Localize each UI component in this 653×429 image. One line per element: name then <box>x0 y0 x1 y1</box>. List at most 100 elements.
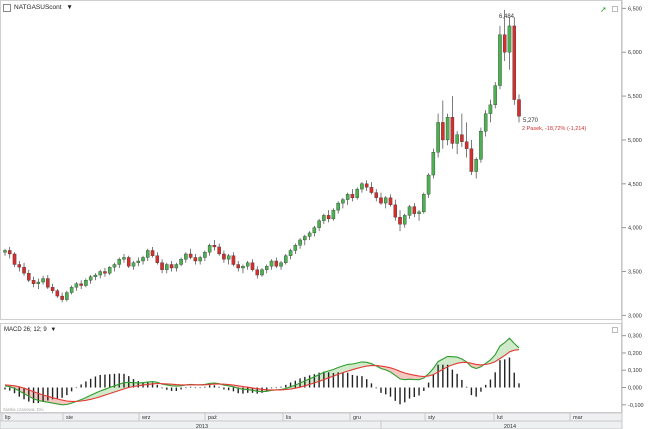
histogram-bar <box>99 374 101 388</box>
month-label: wrz <box>141 415 151 421</box>
symbol-title[interactable]: NATGASUScont ▼ <box>14 4 73 11</box>
macd-tick-label: 0,200 <box>628 351 642 357</box>
year-label: 2014 <box>504 424 516 429</box>
macd-fill <box>323 370 329 380</box>
candle-body <box>3 250 7 253</box>
histogram-bar <box>484 384 487 388</box>
macd-title[interactable]: MACD 26; 12; 9 ▼ <box>4 327 56 333</box>
candle-body <box>445 116 450 141</box>
candle-body <box>436 122 440 153</box>
histogram-bar <box>266 387 268 391</box>
candle-body <box>360 183 364 190</box>
histogram-bar <box>280 386 282 388</box>
histogram-bar <box>308 375 311 388</box>
price-tick-label: 3,000 <box>628 313 642 319</box>
candle-body <box>103 271 107 274</box>
macd-fill <box>338 365 343 375</box>
histogram-bar <box>80 384 82 388</box>
symbol-dropdown-icon[interactable]: ▼ <box>66 4 73 11</box>
histogram-bar <box>489 379 492 388</box>
histogram-bar <box>123 373 125 388</box>
macd-fill <box>509 338 515 352</box>
trend-arrow-icon[interactable]: ➚ <box>600 5 607 14</box>
candle-body <box>231 255 236 265</box>
macd-fill <box>404 372 410 380</box>
candle-body <box>355 188 359 198</box>
month-label: lut <box>497 415 503 421</box>
candle-body <box>284 255 288 263</box>
histogram-bar <box>247 387 249 393</box>
macd-fill <box>390 367 396 376</box>
candle-body <box>479 131 483 160</box>
macd-fill <box>395 369 401 379</box>
axes: 6,500 6,000 5,500 5,000 4,500 4,000 3,500 3,000… <box>1 6 644 429</box>
macd-fill <box>19 386 25 394</box>
macd-line <box>4 337 520 406</box>
month-label: mar <box>573 415 583 421</box>
candle-body <box>265 266 269 270</box>
histogram-bar <box>18 387 20 397</box>
histogram-bar <box>304 376 306 388</box>
month-label: lis <box>286 415 291 421</box>
macd-fill <box>433 361 439 375</box>
macd-fill <box>438 358 443 372</box>
histogram-bar <box>518 383 520 388</box>
macd-fill <box>90 393 96 400</box>
candle-body <box>174 264 179 269</box>
histogram-bar <box>70 387 73 392</box>
candle-body <box>341 199 345 204</box>
symbol-label[interactable]: NATGASUScont <box>14 4 62 11</box>
histogram-bar <box>66 387 68 396</box>
candle-body <box>441 122 445 141</box>
histogram-bar <box>137 381 139 388</box>
close-macd-icon[interactable] <box>612 327 618 333</box>
histogram-bar <box>175 387 178 391</box>
candle-body <box>184 253 188 260</box>
timeframe-label: Siatka czasowa: Dni <box>3 407 44 412</box>
candle-body <box>126 257 131 267</box>
histogram-bar <box>13 387 16 394</box>
candle-body <box>255 269 259 276</box>
candle-body <box>65 292 69 300</box>
candle-body <box>307 232 312 237</box>
histogram-bar <box>332 373 335 388</box>
candle-body <box>169 264 174 269</box>
histogram-bar <box>194 387 197 389</box>
histogram-bar <box>470 387 473 396</box>
histogram-bar <box>9 387 11 391</box>
histogram-bar <box>508 357 511 388</box>
histogram-bar <box>418 387 420 396</box>
candle-body <box>212 245 217 248</box>
candle-body <box>79 283 83 286</box>
candle-body <box>364 183 369 188</box>
histogram-bar <box>32 387 35 404</box>
candle-body <box>274 260 279 267</box>
candle-body <box>293 245 298 251</box>
histogram-bar <box>199 387 201 389</box>
close-chart-icon[interactable] <box>612 6 618 12</box>
histogram-bar <box>423 387 425 391</box>
histogram-bar <box>51 387 54 400</box>
candle-body <box>298 239 302 246</box>
macd-dropdown-icon[interactable]: ▼ <box>50 327 57 333</box>
histogram-bar <box>113 373 116 388</box>
histogram-bar <box>89 378 92 388</box>
histogram-bar <box>389 387 392 397</box>
macd-fill <box>38 393 44 402</box>
candle-body <box>146 250 150 258</box>
candle-body <box>422 194 426 213</box>
candle-body <box>122 257 126 260</box>
candle-body <box>488 104 493 114</box>
macd-label[interactable]: MACD 26; 12; 9 <box>4 327 47 333</box>
histogram-bar <box>294 380 297 388</box>
candle-body <box>412 206 417 214</box>
histogram-bar <box>437 364 439 388</box>
chart-type-icon[interactable] <box>3 4 11 12</box>
histogram-bar <box>151 382 154 388</box>
candle-body <box>131 262 136 267</box>
macd-fill <box>366 362 372 367</box>
candle-body <box>460 134 464 142</box>
histogram-bar <box>351 374 354 388</box>
candle-body <box>379 197 383 204</box>
